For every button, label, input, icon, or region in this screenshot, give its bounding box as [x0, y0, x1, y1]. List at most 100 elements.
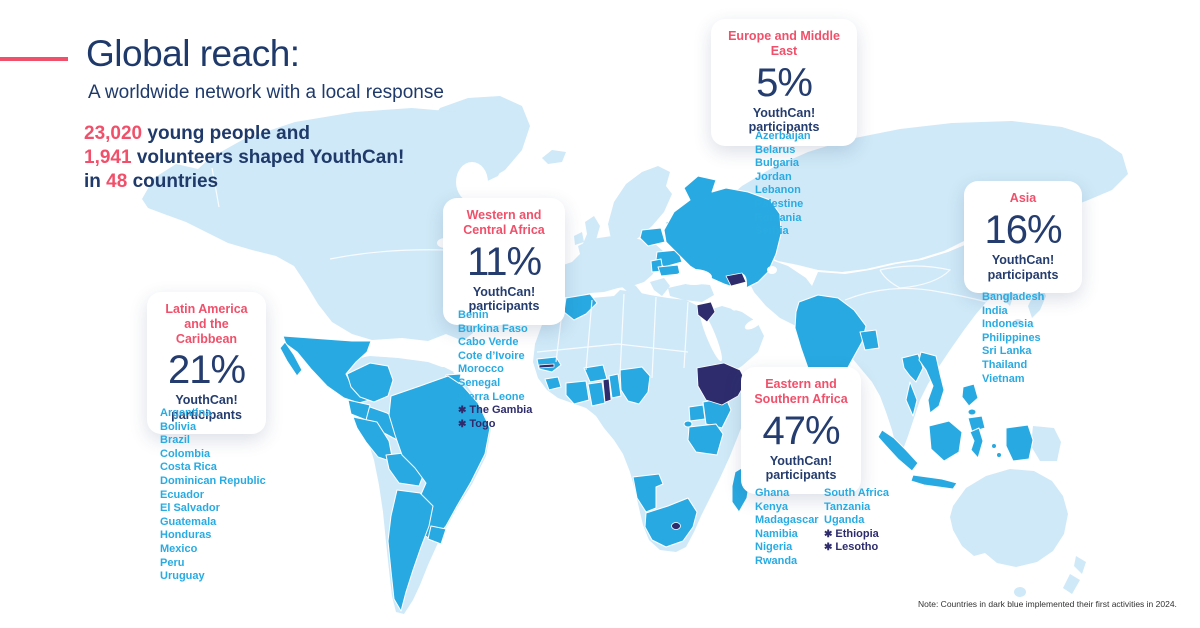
region-participants-label: YouthCan! participants: [987, 252, 1059, 282]
region-name: Asia: [1009, 191, 1037, 205]
country-item: Jordan: [755, 171, 811, 185]
map-australia: [950, 469, 1068, 567]
country-item: Senegal: [458, 377, 532, 391]
country-name: Sri Lanka: [982, 345, 1032, 358]
map-scandinavia: [608, 166, 672, 246]
region-name: Western and Central Africa: [463, 208, 545, 237]
country-list-asia: Bangladesh India Indonesia Philippines Sri L…: [982, 291, 1044, 386]
country-item: Guatemala: [160, 516, 266, 530]
country-item: Ghana: [755, 487, 819, 501]
map-border-lines: [211, 167, 1001, 379]
country-item: Argentina: [160, 407, 266, 421]
country-item: Nigeria: [755, 541, 819, 555]
map-country-indonesia-java: [910, 474, 958, 490]
country-name: Senegal: [458, 376, 501, 389]
country-name: Cabo Verde: [458, 336, 519, 349]
country-item: Azerbaijan: [755, 130, 811, 144]
country-name: Uruguay: [160, 570, 205, 583]
map-country-tanzania: [687, 423, 724, 456]
country-name: Brazil: [160, 434, 190, 447]
country-item: Peru: [160, 557, 266, 571]
map-country-colombia: [346, 362, 394, 403]
country-name: Costa Rica: [160, 461, 217, 474]
region-card-western-central-africa: Western and Central Africa 11% YouthCan!…: [443, 198, 565, 325]
country-name: Guatemala: [160, 515, 217, 528]
country-item: Namibia: [755, 528, 819, 542]
map-north-america: [142, 108, 531, 341]
map-country-indonesia-papua: [1005, 424, 1034, 462]
new-2024-star-icon: ✱: [458, 418, 467, 430]
region-percent: 11%: [466, 239, 542, 284]
region-participants-label: YouthCan! participants: [748, 105, 820, 135]
country-name: Belarus: [755, 143, 796, 156]
country-item: Madagascar: [755, 514, 819, 528]
country-name: Colombia: [160, 447, 211, 460]
participants-count: 23,020: [84, 123, 143, 144]
country-name: India: [982, 304, 1008, 317]
country-item: Honduras: [160, 529, 266, 543]
country-item: Philippines: [982, 332, 1044, 346]
map-country-cote-divoire: [565, 380, 590, 405]
map-balkans-greece: [650, 278, 670, 296]
region-participants-label: YouthCan! participants: [468, 284, 540, 314]
map-ireland: [574, 232, 584, 245]
country-name: Madagascar: [755, 514, 819, 527]
region-participants-label: YouthCan! participants: [171, 393, 242, 422]
country-name: Lebanon: [755, 184, 801, 197]
map-country-nigeria: [619, 366, 651, 405]
country-name: Romania: [755, 211, 802, 224]
country-name: El Salvador: [160, 502, 220, 515]
country-name: Philippines: [982, 331, 1041, 344]
country-item: ✱ The Gambia: [458, 404, 532, 418]
country-item: Mexico: [160, 543, 266, 557]
country-item: Romania: [755, 212, 811, 226]
country-name: Peru: [160, 556, 185, 569]
country-name: Rwanda: [755, 554, 798, 567]
country-name: Tanzania: [824, 500, 871, 513]
map-black-sea: [676, 269, 712, 285]
page-subtitle: A worldwide network with a local respons…: [88, 82, 444, 103]
country-name: Namibia: [755, 527, 798, 540]
map-africa: [533, 290, 770, 552]
new-2024-star-icon: ✱: [458, 405, 467, 417]
country-item: Brazil: [160, 434, 266, 448]
region-name: Europe and Middle East: [728, 29, 840, 58]
country-item: India: [982, 305, 1044, 319]
country-name: Bulgaria: [755, 157, 800, 170]
country-name: Ghana: [755, 487, 790, 499]
map-country-rwanda: [683, 420, 693, 428]
country-list-western-central-africa: Benin Burkina Faso Cabo Verde Cote d’Ivoire…: [458, 309, 532, 431]
country-item: Morocco: [458, 363, 532, 377]
country-item: Cote d’Ivoire: [458, 350, 532, 364]
map-country-bulgaria: [657, 264, 681, 277]
country-name: Honduras: [160, 529, 212, 542]
country-name: Indonesia: [982, 318, 1034, 331]
map-country-indonesia-sulawesi: [969, 427, 984, 459]
region-name: Latin America and the Caribbean: [165, 302, 248, 346]
map-country-lesotho: [671, 522, 681, 530]
map-country-argentina: [387, 489, 434, 612]
map-iceland: [542, 150, 566, 164]
country-item: Serbia: [755, 225, 811, 239]
country-item: Uganda: [824, 514, 889, 528]
map-country-poland: [639, 227, 666, 247]
region-percent: 16%: [984, 207, 1062, 252]
map-country-togo: [602, 378, 612, 403]
country-item: Dominican Republic: [160, 475, 266, 489]
map-country-uruguay: [427, 525, 447, 545]
region-card-europe-middle-east: Europe and Middle East 5% YouthCan! part…: [711, 19, 857, 146]
map-first-2024-countries: [538, 272, 747, 530]
country-item: El Salvador: [160, 502, 266, 516]
map-country-ghana: [587, 381, 606, 407]
country-item: Thailand: [982, 359, 1044, 373]
country-item: Colombia: [160, 448, 266, 462]
country-item: Lebanon: [755, 184, 811, 198]
map-east-asia: [812, 231, 1014, 452]
country-item: Sierra Leone: [458, 391, 532, 405]
map-country-benin: [608, 373, 622, 399]
country-name: Lesotho: [835, 541, 879, 554]
region-participants-label: YouthCan! participants: [765, 453, 837, 483]
map-country-vietnam: [918, 351, 945, 414]
country-name: Uganda: [824, 514, 865, 527]
map-country-peru: [352, 416, 394, 463]
